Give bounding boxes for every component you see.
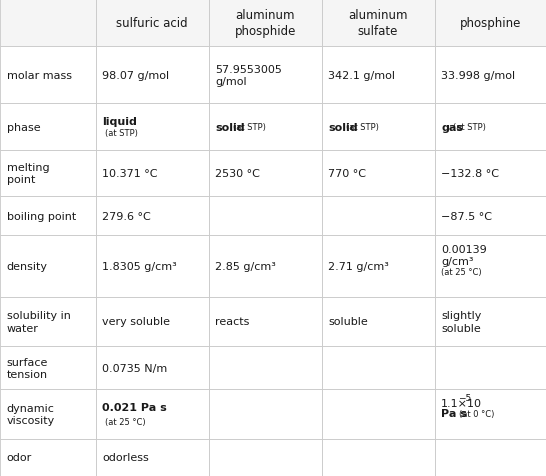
- Text: melting
point: melting point: [7, 162, 49, 185]
- Bar: [96, 347, 209, 389]
- Bar: [0, 236, 96, 297]
- Bar: [209, 236, 322, 297]
- Text: gas: gas: [441, 122, 463, 132]
- Bar: [435, 48, 546, 104]
- Bar: [96, 0, 209, 48]
- Text: (at STP): (at STP): [453, 123, 486, 132]
- Bar: [209, 196, 322, 236]
- Text: Pa s: Pa s: [441, 408, 467, 418]
- Text: (at STP): (at STP): [346, 123, 379, 132]
- Text: 1.8305 g/cm³: 1.8305 g/cm³: [102, 261, 177, 271]
- Text: 2.85 g/cm³: 2.85 g/cm³: [215, 261, 276, 271]
- Text: 0.0735 N/m: 0.0735 N/m: [102, 363, 168, 373]
- Text: (at STP): (at STP): [233, 123, 266, 132]
- Text: (at 25 °C): (at 25 °C): [441, 268, 482, 277]
- Text: (at STP): (at STP): [105, 129, 138, 138]
- Bar: [209, 297, 322, 347]
- Bar: [96, 196, 209, 236]
- Bar: [0, 196, 96, 236]
- Text: liquid: liquid: [102, 116, 137, 126]
- Text: (at 25 °C): (at 25 °C): [105, 416, 145, 426]
- Bar: [435, 236, 546, 297]
- Text: phase: phase: [7, 122, 40, 132]
- Text: aluminum
phosphide: aluminum phosphide: [234, 9, 296, 38]
- Text: −5: −5: [458, 393, 471, 402]
- Bar: [435, 151, 546, 196]
- Text: odorless: odorless: [102, 453, 149, 463]
- Bar: [435, 0, 546, 48]
- Text: 10.371 °C: 10.371 °C: [102, 169, 158, 178]
- Bar: [322, 0, 435, 48]
- Text: soluble: soluble: [328, 317, 368, 327]
- Bar: [322, 347, 435, 389]
- Text: dynamic
viscosity: dynamic viscosity: [7, 403, 55, 426]
- Text: 1.1×10: 1.1×10: [441, 398, 482, 408]
- Bar: [0, 347, 96, 389]
- Bar: [96, 104, 209, 151]
- Text: phosphine: phosphine: [460, 17, 521, 30]
- Bar: [0, 151, 96, 196]
- Bar: [0, 104, 96, 151]
- Text: sulfuric acid: sulfuric acid: [116, 17, 188, 30]
- Text: density: density: [7, 261, 48, 271]
- Bar: [322, 151, 435, 196]
- Bar: [322, 236, 435, 297]
- Text: 342.1 g/mol: 342.1 g/mol: [328, 70, 395, 80]
- Text: solubility in
water: solubility in water: [7, 310, 70, 333]
- Bar: [0, 439, 96, 476]
- Text: reacts: reacts: [215, 317, 250, 327]
- Text: 33.998 g/mol: 33.998 g/mol: [441, 70, 515, 80]
- Text: 279.6 °C: 279.6 °C: [102, 211, 151, 221]
- Text: −132.8 °C: −132.8 °C: [441, 169, 499, 178]
- Text: 0.021 Pa s: 0.021 Pa s: [102, 402, 167, 412]
- Bar: [322, 297, 435, 347]
- Bar: [209, 389, 322, 439]
- Bar: [209, 151, 322, 196]
- Text: (at 0 °C): (at 0 °C): [459, 409, 495, 417]
- Text: −87.5 °C: −87.5 °C: [441, 211, 492, 221]
- Bar: [435, 297, 546, 347]
- Bar: [435, 439, 546, 476]
- Text: 770 °C: 770 °C: [328, 169, 366, 178]
- Text: solid: solid: [215, 122, 245, 132]
- Text: surface
tension: surface tension: [7, 357, 48, 379]
- Text: 98.07 g/mol: 98.07 g/mol: [102, 70, 169, 80]
- Bar: [96, 236, 209, 297]
- Bar: [0, 389, 96, 439]
- Bar: [0, 48, 96, 104]
- Bar: [0, 297, 96, 347]
- Text: molar mass: molar mass: [7, 70, 72, 80]
- Text: 2.71 g/cm³: 2.71 g/cm³: [328, 261, 389, 271]
- Bar: [96, 151, 209, 196]
- Bar: [96, 389, 209, 439]
- Bar: [96, 48, 209, 104]
- Bar: [209, 48, 322, 104]
- Text: aluminum
sulfate: aluminum sulfate: [348, 9, 408, 38]
- Bar: [209, 347, 322, 389]
- Bar: [435, 196, 546, 236]
- Bar: [322, 196, 435, 236]
- Text: 0.00139
g/cm³: 0.00139 g/cm³: [441, 244, 487, 267]
- Bar: [435, 104, 546, 151]
- Bar: [209, 104, 322, 151]
- Bar: [96, 439, 209, 476]
- Bar: [435, 389, 546, 439]
- Text: odor: odor: [7, 453, 32, 463]
- Text: 57.9553005
g/mol: 57.9553005 g/mol: [215, 64, 282, 87]
- Bar: [209, 0, 322, 48]
- Bar: [322, 439, 435, 476]
- Bar: [435, 347, 546, 389]
- Bar: [0, 0, 96, 48]
- Bar: [322, 48, 435, 104]
- Text: solid: solid: [328, 122, 358, 132]
- Bar: [322, 104, 435, 151]
- Bar: [96, 297, 209, 347]
- Text: 2530 °C: 2530 °C: [215, 169, 260, 178]
- Text: slightly
soluble: slightly soluble: [441, 310, 482, 333]
- Text: boiling point: boiling point: [7, 211, 76, 221]
- Text: very soluble: very soluble: [102, 317, 170, 327]
- Bar: [322, 389, 435, 439]
- Bar: [209, 439, 322, 476]
